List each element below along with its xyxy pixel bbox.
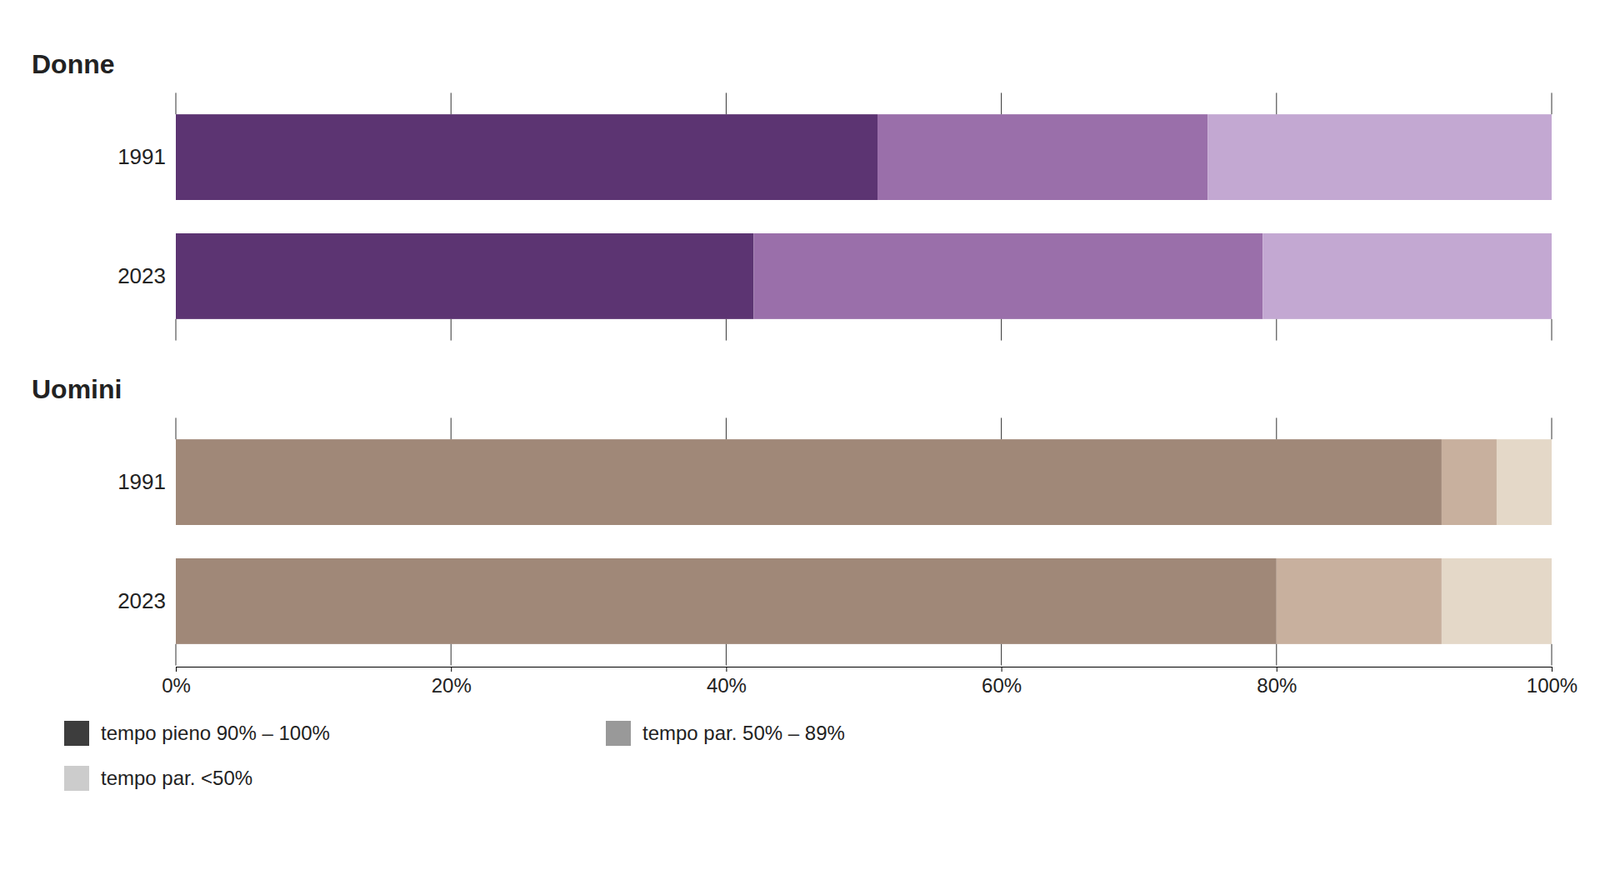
tick-line: [1551, 644, 1553, 666]
legend-swatch: [64, 720, 90, 746]
y-tick-label: 1991: [117, 469, 166, 495]
tick-lines: [175, 417, 1552, 665]
tick-line: [725, 319, 727, 341]
tick-line: [1275, 644, 1277, 666]
legend-swatch: [605, 720, 631, 746]
y-tick: 1991: [117, 144, 176, 170]
bar-segment: [1276, 558, 1442, 645]
bar-segment: [175, 558, 1277, 645]
x-tick-label: 0%: [161, 674, 191, 697]
x-tick-mark: [1001, 666, 1003, 672]
bar-segment: [1207, 114, 1552, 200]
tick-line: [1275, 92, 1277, 115]
bars: [175, 439, 1552, 645]
bars: [175, 114, 1552, 320]
tick-line: [175, 417, 177, 440]
tick-line: [1551, 92, 1553, 115]
x-tick-mark: [1551, 666, 1553, 672]
legend-item: tempo par. 50% – 89%: [605, 720, 845, 746]
bar-segment: [753, 233, 1263, 320]
x-axis: 0% 20% 40% 60% 80% 100%: [161, 666, 1578, 697]
x-tick-mark: [175, 666, 177, 672]
bar-segment: [175, 114, 878, 200]
x-tick: 20%: [431, 666, 472, 697]
x-tick: 40%: [706, 666, 747, 697]
y-tick-label: 2023: [117, 588, 166, 614]
y-tick: 2023: [117, 263, 176, 289]
x-tick-label: 40%: [706, 674, 747, 697]
x-tick: 60%: [981, 666, 1022, 697]
x-axis-line: [176, 667, 1553, 673]
tick-line: [1000, 644, 1002, 666]
tick-line: [725, 417, 727, 440]
tick-line: [1275, 319, 1277, 341]
tick-line: [175, 319, 177, 341]
legend-label: tempo pieno 90% – 100%: [100, 721, 330, 745]
y-axis: 2023 1991: [117, 144, 176, 289]
bar-series: [1441, 439, 1552, 645]
tick-line: [450, 644, 452, 666]
x-tick-mark: [1276, 666, 1278, 672]
bar-series: [175, 439, 1442, 645]
tick-line: [1000, 319, 1002, 341]
tick-line: [1551, 417, 1553, 440]
panel-title: Uomini: [31, 374, 122, 405]
panel-title: Donne: [31, 49, 115, 80]
chart-root: 2023 1991 Donne 2023 1991 0% 20% 40% 60% 80% 100% U…: [0, 0, 1600, 880]
legend: tempo pieno 90% – 100% tempo par. 50% – 8…: [64, 720, 845, 791]
tick-line: [1000, 92, 1002, 115]
bar-series: [1207, 114, 1552, 320]
x-tick-mark: [450, 666, 452, 672]
tick-line: [725, 644, 727, 666]
panel: 2023 1991 0% 20% 40% 60% 80% 100%: [117, 417, 1578, 697]
tick-line: [1551, 319, 1553, 341]
bar-segment: [1441, 558, 1552, 645]
bar-segment: [1262, 233, 1552, 320]
panel: 2023 1991: [117, 92, 1552, 340]
x-tick-label: 80%: [1256, 674, 1297, 697]
legend-swatch: [64, 765, 90, 791]
tick-line: [175, 92, 177, 115]
tick-line: [1000, 417, 1002, 440]
bar-segment: [1441, 439, 1497, 525]
y-tick: 1991: [117, 469, 176, 495]
bar-series: [753, 114, 1263, 320]
y-tick-label: 1991: [117, 144, 166, 170]
x-tick-label: 20%: [431, 674, 472, 697]
x-tick-label: 100%: [1526, 674, 1578, 697]
bar-segment: [1496, 439, 1552, 525]
legend-item: tempo pieno 90% – 100%: [64, 720, 330, 746]
legend-item: tempo par. <50%: [64, 765, 253, 791]
tick-line: [450, 92, 452, 115]
bar-segment: [175, 439, 1442, 525]
tick-line: [175, 644, 177, 666]
x-tick-mark: [725, 666, 727, 672]
y-tick-label: 2023: [117, 263, 166, 289]
tick-line: [725, 92, 727, 115]
legend-label: tempo par. <50%: [100, 766, 253, 790]
tick-lines: [175, 92, 1552, 340]
tick-line: [450, 417, 452, 440]
x-tick: 80%: [1256, 666, 1297, 697]
y-axis: 2023 1991: [117, 469, 176, 614]
x-tick: 100%: [1526, 666, 1578, 697]
tick-line: [1275, 417, 1277, 440]
x-tick: 0%: [161, 666, 191, 697]
x-tick-label: 60%: [981, 674, 1022, 697]
legend-label: tempo par. 50% – 89%: [642, 721, 845, 745]
bar-segment: [877, 114, 1208, 200]
tick-line: [450, 319, 452, 341]
bar-segment: [175, 233, 754, 320]
y-tick: 2023: [117, 588, 176, 614]
